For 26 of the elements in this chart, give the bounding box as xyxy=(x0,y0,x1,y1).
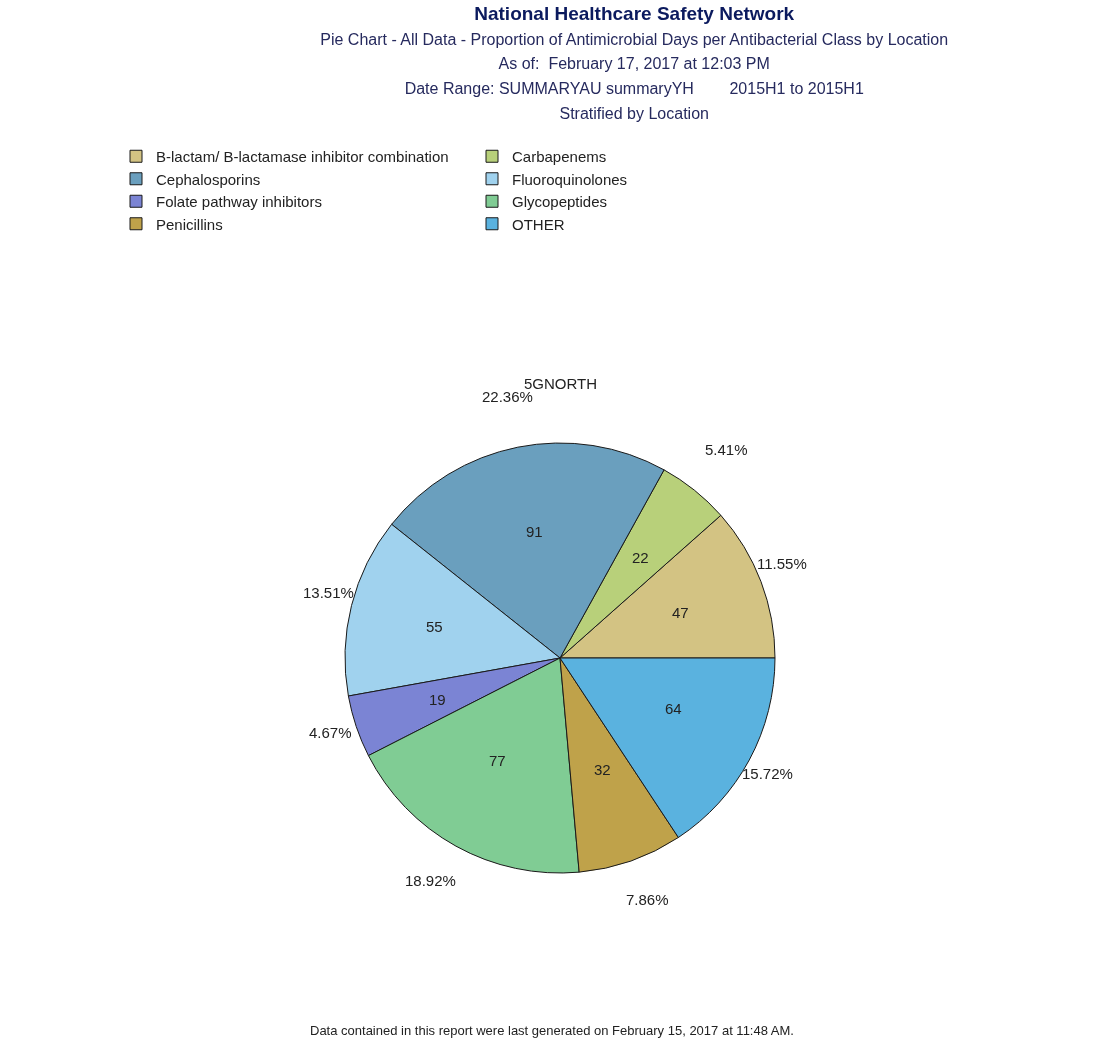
chart-title: National Healthcare Safety Network xyxy=(474,3,795,24)
legend-label: Folate pathway inhibitors xyxy=(156,193,322,211)
text: 19 xyxy=(429,691,446,708)
data-label: 5.41% xyxy=(705,441,748,458)
legend-label: Glycopeptides xyxy=(512,193,608,211)
text: 91 xyxy=(526,523,543,540)
data-label: 18.92% xyxy=(405,872,456,889)
legend-label: Penicillins xyxy=(156,215,223,233)
legend-label: Carbapenems xyxy=(512,148,607,166)
text: 64 xyxy=(665,700,682,717)
data-label: 11.55% xyxy=(757,555,807,572)
legend-label: Fluoroquinolones xyxy=(512,170,628,188)
data-label: 13.51% xyxy=(303,584,354,601)
text: 77 xyxy=(489,752,506,769)
text: 22 xyxy=(632,549,649,566)
text: 55 xyxy=(426,618,443,635)
chart-subtitle: Pie Chart - All Data - Proportion of Antimicrobial Days per Antibacterial Class by Location As of: February 17, 2017 at 12:03 PM Date Range: SUMMARYAU summaryYH 2015H1 to 2015H1 Stratified by Location xyxy=(320,30,949,122)
data-label: 15.72% xyxy=(742,765,793,782)
text: Data contained in this report were last generated on February 15, 2017 at 11:48 AM. xyxy=(310,1023,794,1038)
data-label: 7.86% xyxy=(626,891,669,908)
legend-label: OTHER xyxy=(512,215,565,233)
text: 47 xyxy=(672,604,689,621)
legend-label: Cephalosporins xyxy=(156,170,261,188)
text: 32 xyxy=(594,761,611,778)
legend-label: B-lactam/ B-lactamase inhibitor combination xyxy=(156,148,449,166)
data-label: 4.67% xyxy=(309,724,352,741)
